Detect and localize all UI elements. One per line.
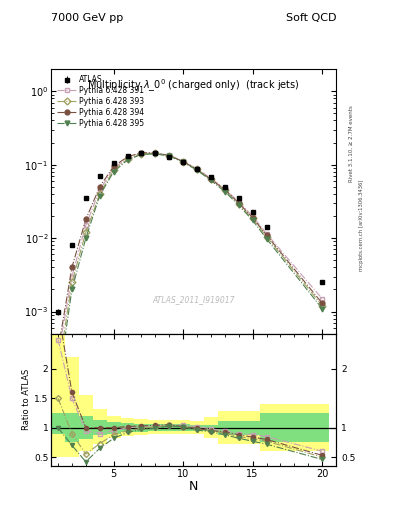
X-axis label: N: N [189,480,198,493]
Text: Rivet 3.1.10, ≥ 2.7M events: Rivet 3.1.10, ≥ 2.7M events [349,105,354,182]
Legend: ATLAS, Pythia 6.428 391, Pythia 6.428 393, Pythia 6.428 394, Pythia 6.428 395: ATLAS, Pythia 6.428 391, Pythia 6.428 39… [55,73,147,130]
Y-axis label: Ratio to ATLAS: Ratio to ATLAS [22,369,31,431]
Text: 7000 GeV pp: 7000 GeV pp [51,13,123,23]
Text: Soft QCD: Soft QCD [286,13,336,23]
Text: Multiplicity $\lambda\_0^0$ (charged only)  (track jets): Multiplicity $\lambda\_0^0$ (charged onl… [87,77,300,94]
Text: mcplots.cern.ch [arXiv:1306.3436]: mcplots.cern.ch [arXiv:1306.3436] [359,180,364,271]
Text: ATLAS_2011_I919017: ATLAS_2011_I919017 [152,295,235,304]
